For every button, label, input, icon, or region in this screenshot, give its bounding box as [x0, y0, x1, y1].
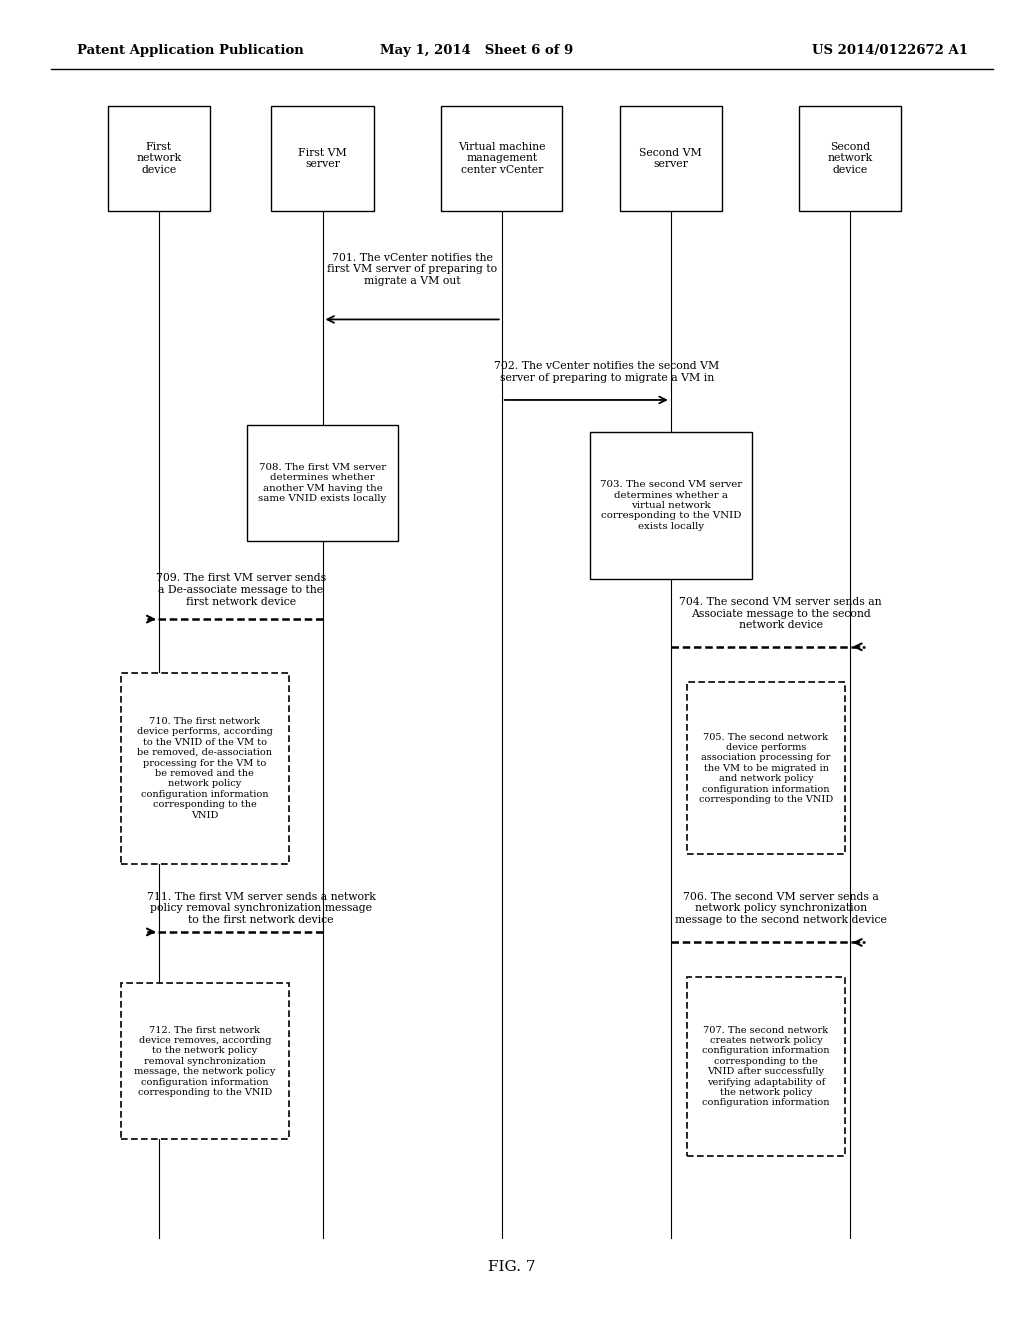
- Text: First VM
server: First VM server: [298, 148, 347, 169]
- Text: 711. The first VM server sends a network
policy removal synchronization message
: 711. The first VM server sends a network…: [146, 891, 376, 925]
- Text: 705. The second network
device performs
association processing for
the VM to be : 705. The second network device performs …: [698, 733, 834, 804]
- Bar: [590, 432, 752, 579]
- Bar: [441, 106, 562, 211]
- Text: 702. The vCenter notifies the second VM
server of preparing to migrate a VM in: 702. The vCenter notifies the second VM …: [495, 362, 719, 383]
- Text: 710. The first network
device performs, according
to the VNID of the VM to
be re: 710. The first network device performs, …: [137, 717, 272, 820]
- Text: Second
network
device: Second network device: [827, 141, 872, 176]
- Text: 708. The first VM server
determines whether
another VM having the
same VNID exis: 708. The first VM server determines whet…: [258, 463, 387, 503]
- Text: 709. The first VM server sends
a De-associate message to the
first network devic: 709. The first VM server sends a De-asso…: [156, 573, 326, 607]
- Text: Second VM
server: Second VM server: [639, 148, 702, 169]
- Bar: [271, 106, 374, 211]
- Text: Virtual machine
management
center vCenter: Virtual machine management center vCente…: [458, 141, 546, 176]
- Text: First
network
device: First network device: [136, 141, 181, 176]
- Text: Patent Application Publication: Patent Application Publication: [77, 44, 303, 57]
- Bar: [108, 106, 210, 211]
- Bar: [247, 425, 398, 541]
- Text: 701. The vCenter notifies the
first VM server of preparing to
migrate a VM out: 701. The vCenter notifies the first VM s…: [327, 252, 498, 286]
- Text: 712. The first network
device removes, according
to the network policy
removal s: 712. The first network device removes, a…: [134, 1026, 275, 1097]
- Text: FIG. 7: FIG. 7: [488, 1261, 536, 1274]
- Text: 704. The second VM server sends an
Associate message to the second
network devic: 704. The second VM server sends an Assoc…: [680, 597, 882, 631]
- Bar: [686, 977, 846, 1156]
- Text: US 2014/0122672 A1: US 2014/0122672 A1: [812, 44, 968, 57]
- Text: May 1, 2014   Sheet 6 of 9: May 1, 2014 Sheet 6 of 9: [380, 44, 572, 57]
- Text: 706. The second VM server sends a
network policy synchronization
message to the : 706. The second VM server sends a networ…: [675, 891, 887, 925]
- Bar: [121, 673, 289, 865]
- Text: 703. The second VM server
determines whether a
virtual network
corresponding to : 703. The second VM server determines whe…: [600, 480, 741, 531]
- Bar: [121, 983, 289, 1139]
- Bar: [799, 106, 901, 211]
- Bar: [620, 106, 722, 211]
- Text: 707. The second network
creates network policy
configuration information
corresp: 707. The second network creates network …: [702, 1026, 829, 1107]
- Bar: [686, 682, 846, 854]
